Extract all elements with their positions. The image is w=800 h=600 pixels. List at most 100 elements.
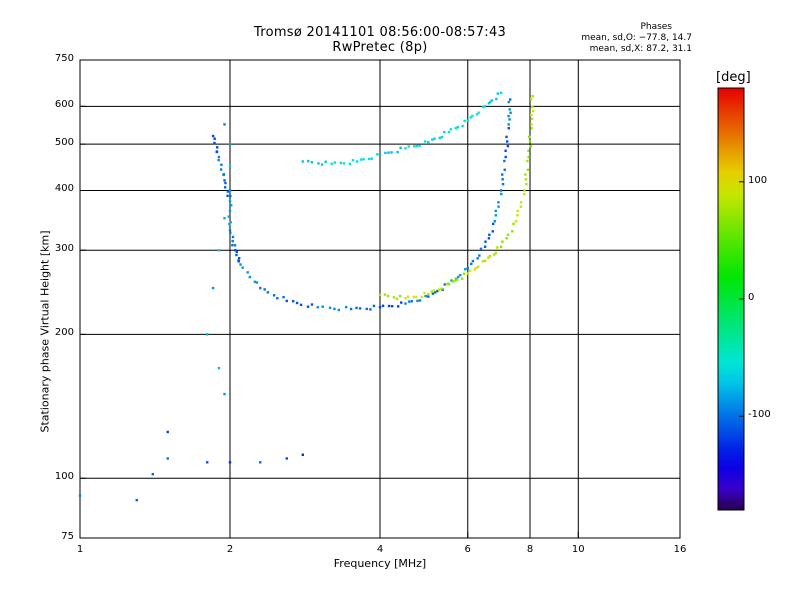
echo-point: [390, 151, 393, 154]
echo-point: [499, 91, 503, 95]
echo-point: [530, 127, 533, 130]
echo-point: [423, 291, 426, 295]
echo-point: [454, 127, 457, 130]
x-tick-label: 2: [226, 544, 234, 555]
echo-point: [229, 221, 232, 224]
echo-point: [487, 237, 491, 240]
echo-point: [220, 163, 223, 166]
echo-point: [424, 294, 427, 298]
echo-point: [500, 173, 504, 176]
echo-point: [466, 272, 469, 275]
echo-point: [392, 296, 396, 299]
echo-point: [494, 209, 497, 213]
y-tick-label: 750: [54, 53, 74, 64]
echo-point: [497, 205, 500, 208]
echo-point: [359, 158, 363, 161]
echo-point: [213, 141, 216, 145]
echo-point: [228, 189, 232, 192]
y-tick-label: 75: [61, 531, 74, 542]
echo-point: [508, 108, 511, 111]
echo-point: [78, 494, 82, 497]
y-tick-label: 400: [54, 183, 74, 195]
echo-point: [418, 299, 422, 302]
echo-point: [499, 245, 503, 248]
echo-point: [399, 146, 402, 150]
echo-point: [456, 125, 459, 129]
echo-point: [259, 461, 262, 464]
echo-point: [496, 92, 500, 95]
colorbar-label: [deg]: [716, 70, 751, 85]
echo-point: [447, 282, 451, 286]
echo-point: [532, 109, 535, 113]
echo-point: [333, 161, 336, 164]
echo-point: [365, 307, 368, 311]
x-tick-label: 6: [464, 544, 471, 555]
echo-point: [228, 142, 232, 146]
echo-point: [372, 304, 376, 308]
echo-point: [237, 256, 241, 260]
echo-point: [370, 157, 373, 160]
echo-point: [228, 209, 232, 213]
echo-point: [376, 153, 379, 156]
echo-point: [519, 205, 523, 208]
echo-point: [491, 230, 494, 233]
echo-point: [276, 297, 279, 300]
echo-point: [415, 144, 419, 148]
echo-point: [217, 366, 221, 370]
echo-point: [447, 130, 451, 134]
echo-point: [514, 220, 518, 223]
echo-point: [440, 287, 443, 291]
echo-point: [453, 279, 457, 282]
colorbar-tick-label: -100: [748, 409, 771, 421]
echo-point: [246, 271, 249, 274]
echo-point: [396, 305, 400, 308]
echo-point: [455, 278, 459, 281]
echo-point: [248, 275, 252, 279]
echo-point: [228, 222, 231, 226]
echo-point: [501, 178, 504, 181]
echo-point: [310, 161, 314, 164]
echo-point: [438, 288, 441, 291]
echo-point: [418, 144, 421, 147]
echo-point: [230, 204, 233, 207]
echo-point: [166, 457, 169, 460]
echo-point: [483, 245, 487, 248]
echo-point: [493, 220, 497, 223]
echo-point: [291, 299, 295, 303]
echo-point: [504, 155, 507, 159]
echo-point: [499, 189, 503, 192]
echo-point: [387, 151, 390, 154]
echo-point: [488, 254, 492, 258]
echo-point: [487, 256, 490, 259]
echo-point: [412, 295, 415, 299]
echo-point: [295, 301, 299, 305]
echo-point: [524, 173, 527, 176]
echo-point: [512, 222, 515, 226]
echo-point: [381, 304, 385, 307]
echo-point: [466, 119, 469, 122]
echo-point: [501, 182, 505, 186]
echo-point: [415, 295, 418, 299]
echo-point: [523, 192, 526, 196]
echo-point: [355, 160, 359, 163]
echo-point: [475, 266, 478, 270]
echo-point: [477, 111, 480, 114]
echo-point: [503, 168, 506, 171]
echo-point: [216, 146, 219, 149]
y-tick-label: 500: [54, 137, 74, 149]
echo-point: [219, 168, 223, 171]
echo-point: [166, 430, 169, 434]
echo-point: [386, 294, 390, 298]
echo-point: [529, 113, 533, 117]
echo-point: [205, 333, 209, 336]
echo-point: [494, 214, 498, 217]
stats-heading: Phases: [640, 22, 672, 32]
echo-point: [433, 137, 436, 140]
echo-point: [229, 231, 232, 235]
echo-point: [463, 119, 466, 123]
echo-point: [396, 150, 399, 154]
echo-point: [301, 160, 305, 163]
echo-point: [445, 282, 448, 286]
echo-point: [263, 288, 266, 291]
